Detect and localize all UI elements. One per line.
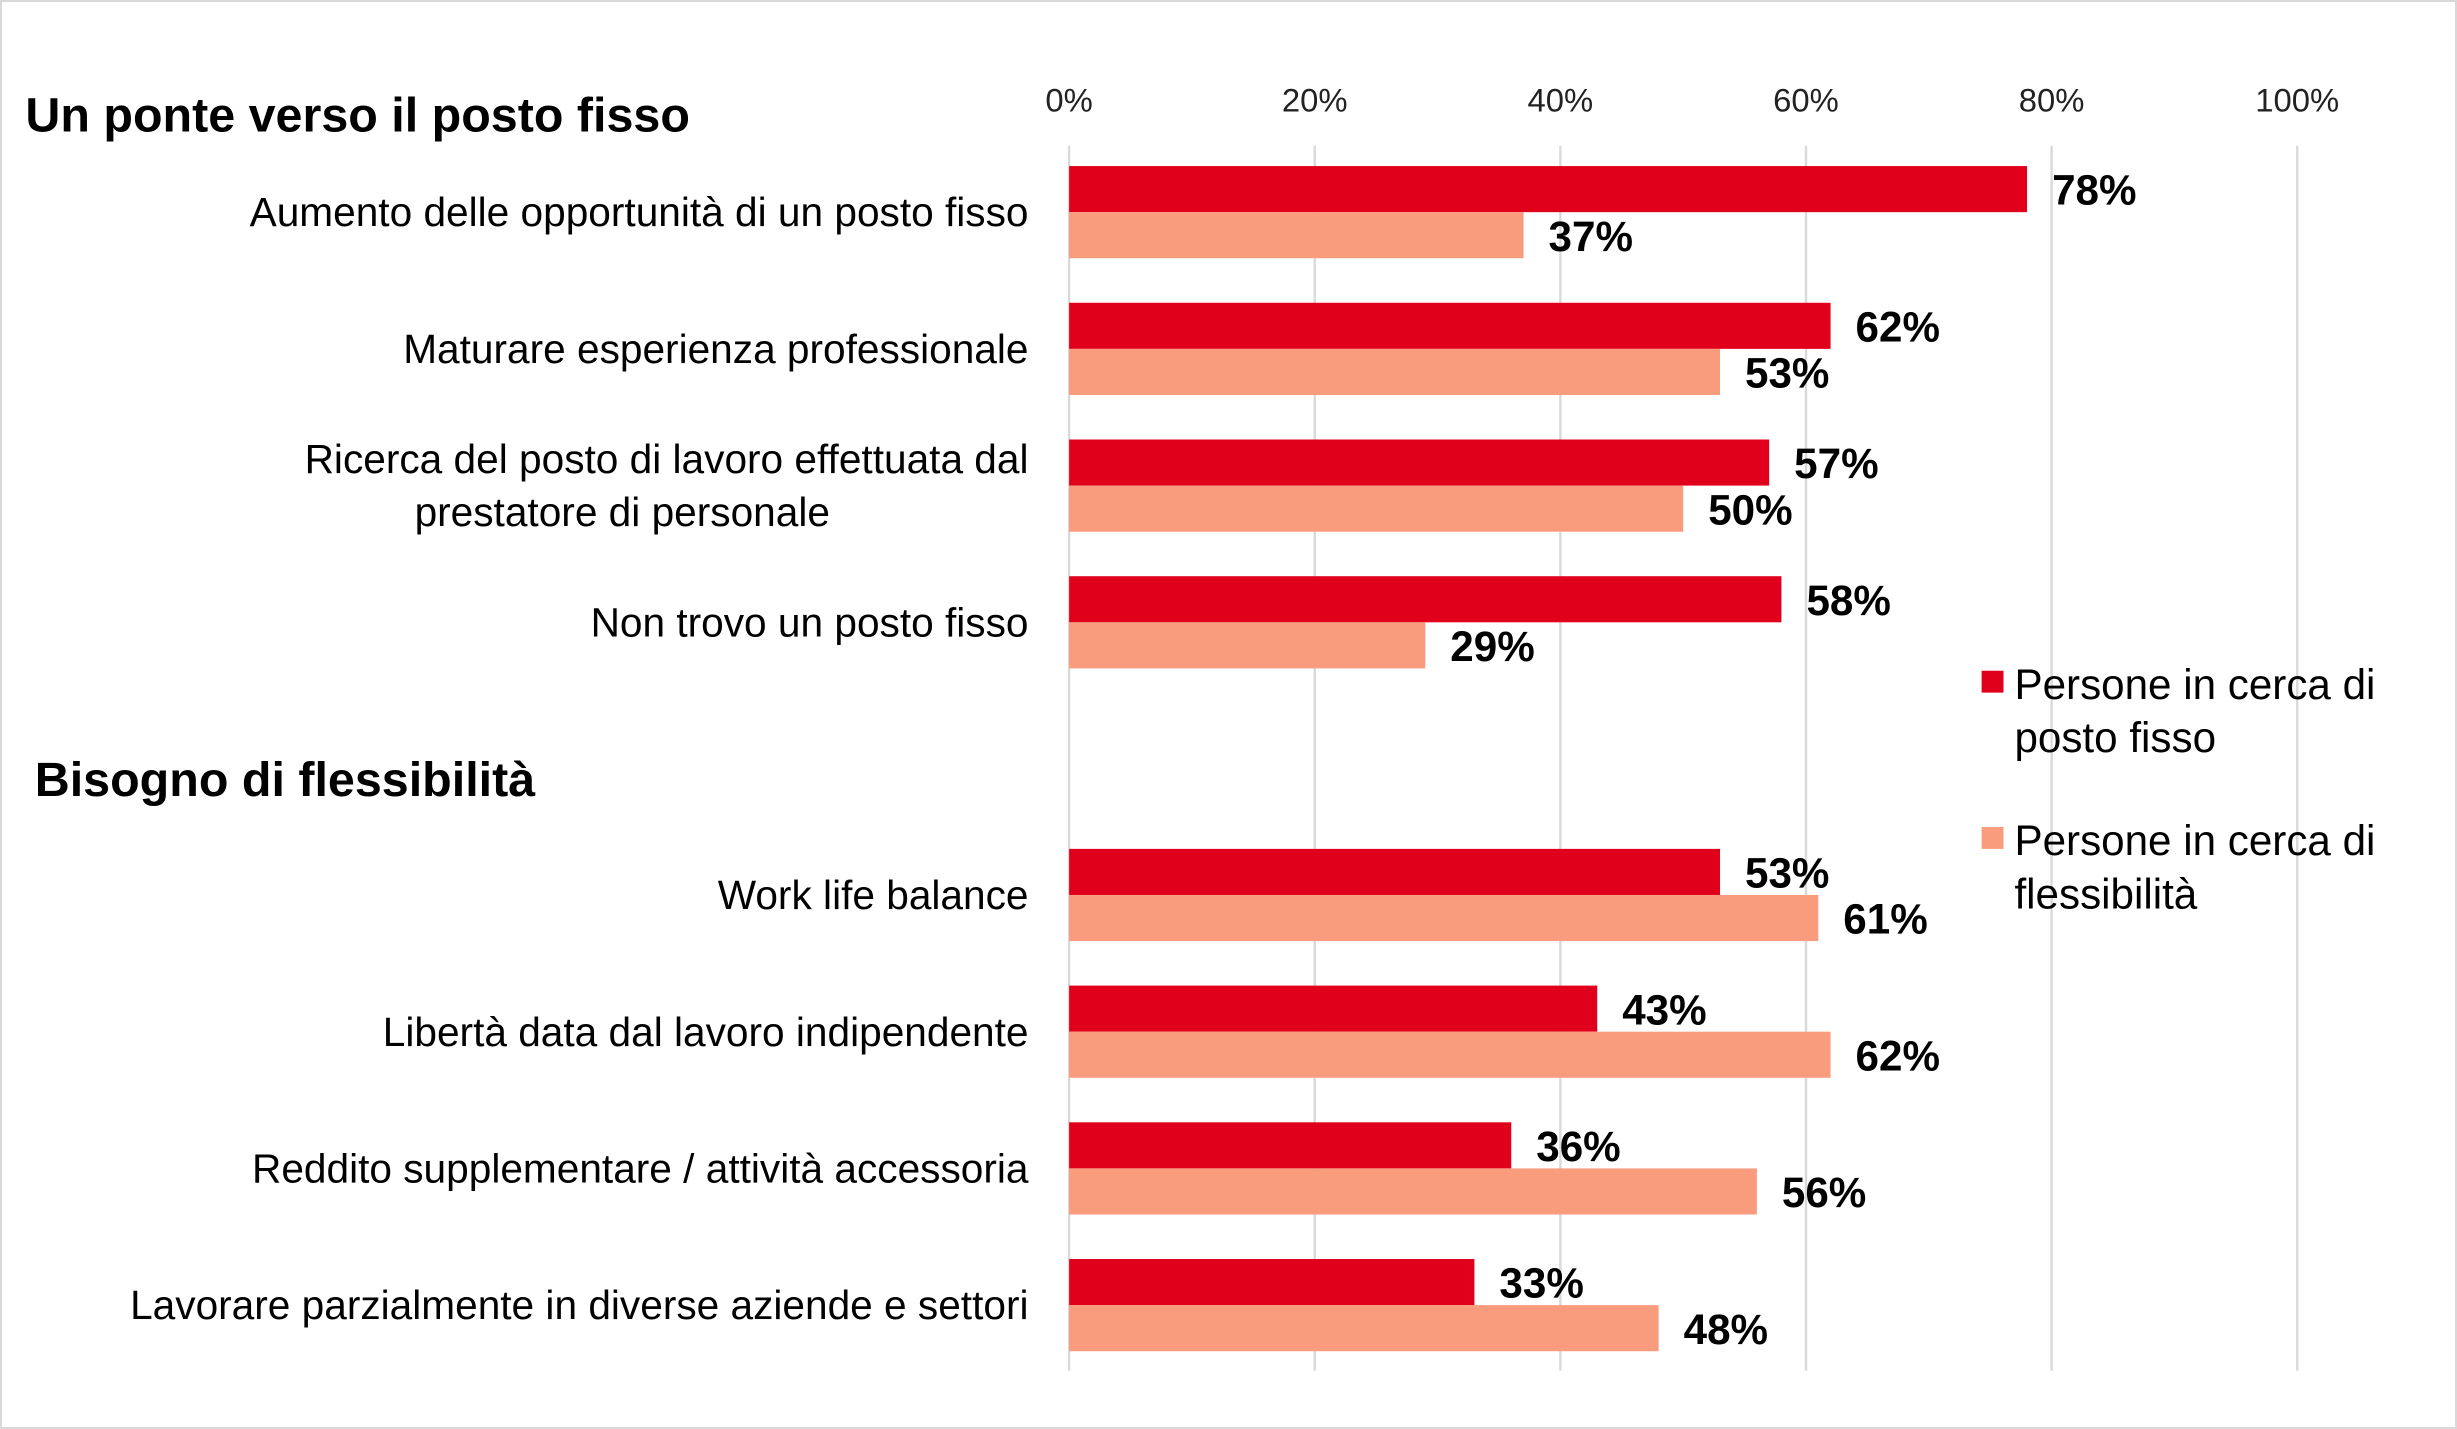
category-label: Ricerca del posto di lavoro effettuata d… (305, 436, 1029, 482)
group-title: Un ponte verso il posto fisso (25, 89, 690, 143)
category-label: Lavorare parzialmente in diverse aziende… (130, 1282, 1028, 1328)
x-tick-label: 80% (2019, 81, 2085, 118)
bar-flessibilita (1069, 1305, 1659, 1352)
bar-flessibilita (1069, 1168, 1757, 1215)
data-label: 53% (1745, 850, 1829, 897)
data-label: 29% (1450, 623, 1534, 670)
data-label: 48% (1684, 1306, 1768, 1353)
bar-posto-fisso (1069, 1259, 1475, 1306)
x-tick-label: 40% (1528, 81, 1594, 118)
category-label: Work life balance (718, 872, 1029, 918)
data-label: 43% (1622, 986, 1706, 1033)
data-label: 53% (1745, 350, 1829, 397)
data-label: 62% (1856, 1032, 1940, 1079)
category-label: prestatore di personale (415, 489, 830, 535)
x-tick-label: 100% (2255, 81, 2339, 118)
bar-flessibilita (1069, 894, 1819, 942)
x-tick-label: 0% (1045, 81, 1092, 118)
bar-flessibilita (1069, 212, 1524, 259)
legend-label: Persone in cerca di (2014, 661, 2375, 708)
x-tick-label: 20% (1282, 81, 1348, 118)
group-title: Bisogno di flessibilità (35, 753, 536, 807)
legend-swatch (1981, 670, 2004, 693)
bar-posto-fisso (1069, 166, 2028, 213)
legend-label: Persone in cerca di (2014, 817, 2375, 864)
data-label: 37% (1549, 213, 1633, 260)
bar-posto-fisso (1069, 1122, 1512, 1169)
bar-flessibilita (1069, 348, 1721, 395)
category-label: Libertà data dal lavoro indipendente (383, 1009, 1029, 1055)
data-label: 61% (1843, 896, 1927, 943)
category-label: Reddito supplementare / attività accesso… (252, 1145, 1029, 1191)
data-label: 62% (1856, 303, 1940, 350)
legend-label: posto fisso (2014, 714, 2216, 761)
category-label: Maturare esperienza professionale (403, 326, 1028, 372)
bar-posto-fisso (1069, 302, 1831, 349)
data-label: 57% (1794, 440, 1878, 487)
data-label: 36% (1536, 1123, 1620, 1170)
data-label: 78% (2052, 167, 2136, 214)
category-label: Aumento delle opportunità di un posto fi… (250, 189, 1029, 235)
data-label: 58% (1806, 577, 1890, 624)
data-label: 56% (1782, 1169, 1866, 1216)
data-label: 33% (1499, 1260, 1583, 1307)
bar-flessibilita (1069, 1031, 1831, 1078)
bar-posto-fisso (1069, 848, 1721, 895)
bar-flessibilita (1069, 622, 1426, 669)
data-label: 50% (1708, 486, 1792, 533)
legend-label: flessibilità (2014, 870, 2197, 917)
bar-posto-fisso (1069, 439, 1770, 486)
bar-posto-fisso (1069, 576, 1782, 623)
bar-posto-fisso (1069, 985, 1598, 1032)
category-label: Non trovo un posto fisso (591, 599, 1029, 645)
bar-flessibilita (1069, 485, 1684, 532)
x-tick-label: 60% (1773, 81, 1839, 118)
legend-swatch (1981, 827, 2004, 849)
